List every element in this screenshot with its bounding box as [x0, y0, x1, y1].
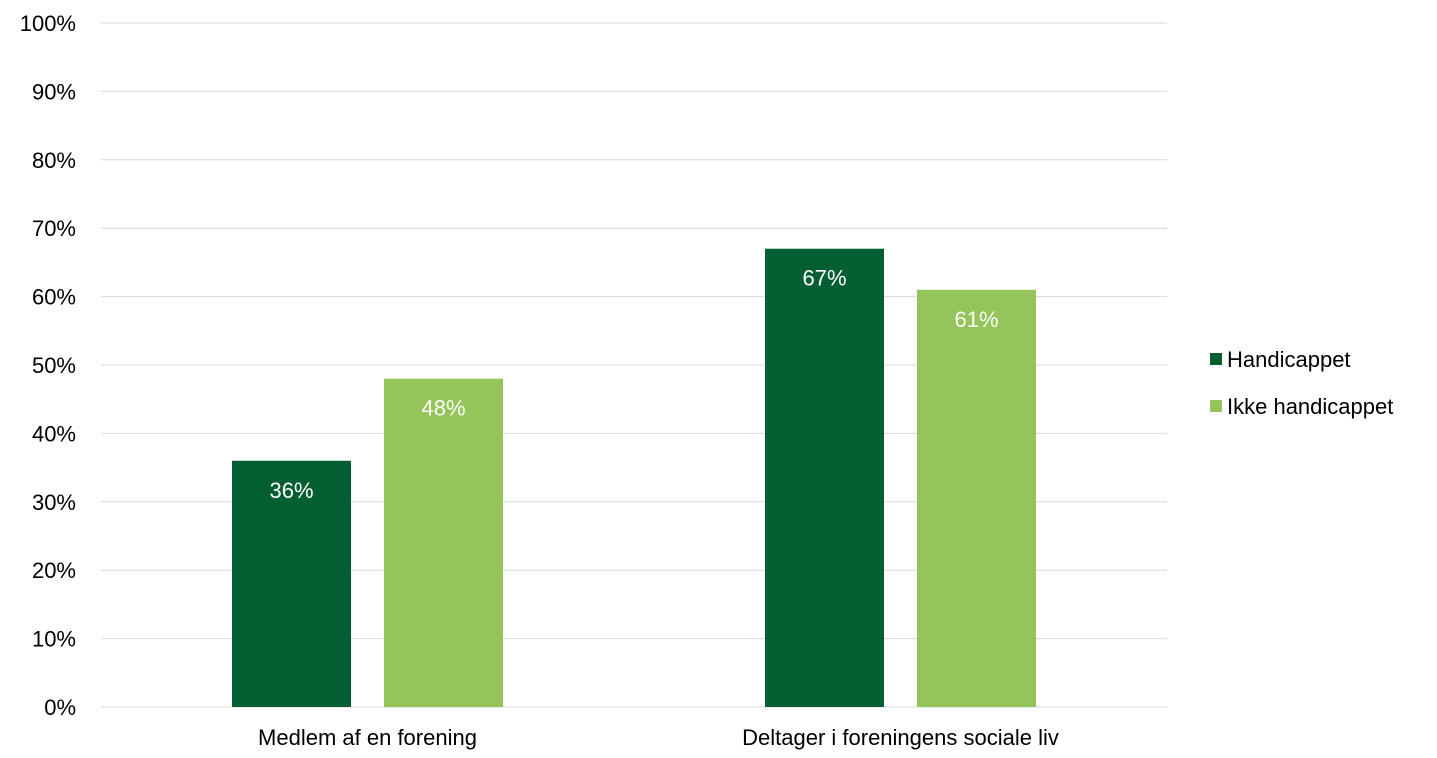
- data-label: 36%: [269, 478, 313, 503]
- legend-swatch: [1210, 400, 1222, 412]
- y-tick-label: 70%: [32, 216, 76, 241]
- y-tick-label: 100%: [20, 11, 76, 36]
- legend-swatch: [1210, 353, 1222, 365]
- y-tick-label: 80%: [32, 148, 76, 173]
- data-label: 48%: [421, 396, 465, 421]
- y-tick-label: 50%: [32, 353, 76, 378]
- bar: [765, 248, 884, 707]
- bar: [232, 460, 351, 707]
- y-tick-label: 90%: [32, 79, 76, 104]
- y-tick-label: 30%: [32, 490, 76, 515]
- y-tick-label: 40%: [32, 421, 76, 446]
- bar: [917, 289, 1036, 707]
- y-tick-label: 60%: [32, 285, 76, 310]
- x-tick-label: Medlem af en forening: [258, 725, 477, 750]
- x-tick-label: Deltager i foreningens sociale liv: [742, 725, 1059, 750]
- data-label: 67%: [802, 266, 846, 291]
- bar: [384, 378, 503, 707]
- y-tick-label: 10%: [32, 627, 76, 652]
- y-tick-label: 20%: [32, 558, 76, 583]
- legend-label: Ikke handicappet: [1227, 394, 1393, 419]
- legend-label: Handicappet: [1227, 347, 1351, 372]
- data-label: 61%: [954, 307, 998, 332]
- y-tick-label: 0%: [44, 695, 76, 720]
